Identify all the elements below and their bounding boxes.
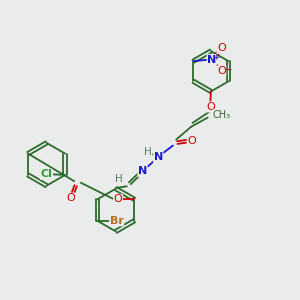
Text: H: H bbox=[115, 174, 122, 184]
Text: O: O bbox=[217, 44, 226, 53]
Text: −: − bbox=[224, 65, 232, 75]
Text: O: O bbox=[114, 194, 122, 204]
Text: O: O bbox=[206, 102, 215, 112]
Text: O: O bbox=[66, 193, 75, 203]
Text: CH₃: CH₃ bbox=[213, 110, 231, 120]
Text: H: H bbox=[144, 147, 152, 157]
Text: N: N bbox=[207, 55, 217, 64]
Text: Cl: Cl bbox=[40, 169, 52, 179]
Text: N: N bbox=[154, 152, 163, 162]
Text: O: O bbox=[217, 66, 226, 76]
Text: Br: Br bbox=[110, 216, 124, 226]
Text: +: + bbox=[212, 53, 220, 62]
Text: N: N bbox=[138, 167, 147, 176]
Text: O: O bbox=[187, 136, 196, 146]
